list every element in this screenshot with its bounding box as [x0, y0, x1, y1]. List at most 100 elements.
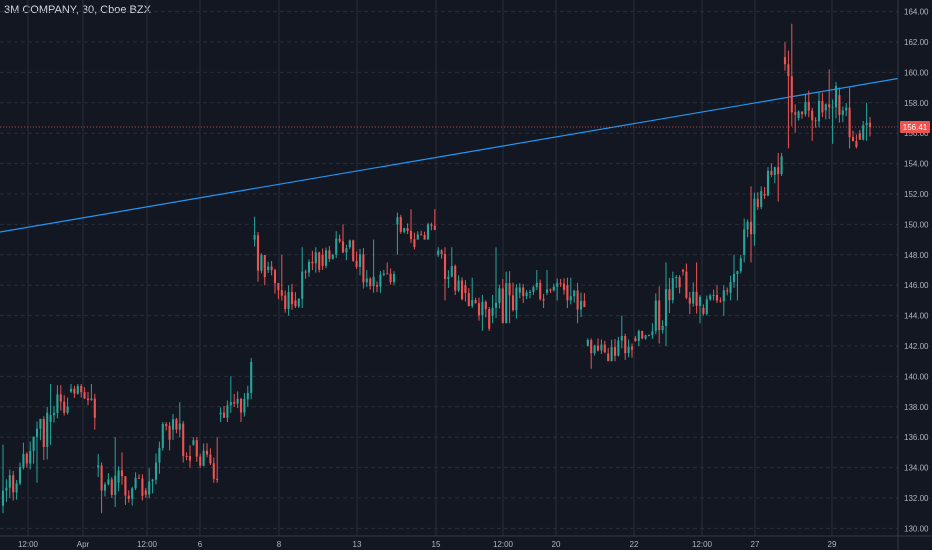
candle-body: [712, 295, 715, 297]
candle-body: [148, 481, 151, 495]
candle-body: [865, 122, 868, 126]
y-tick-label: 142.00: [904, 342, 929, 351]
candle-body: [617, 340, 620, 356]
candle-body: [66, 406, 69, 413]
candle-body: [579, 300, 583, 310]
candle-body: [8, 475, 11, 488]
candle-body: [212, 463, 215, 479]
y-tick-label: 160.00: [904, 68, 929, 77]
candle-body: [307, 261, 311, 273]
time-axis[interactable]: 12:00 Apr 12:00 6 8 13 15 12:00 20 22 12:00 27 29: [0, 535, 932, 549]
candle-body: [168, 425, 171, 440]
candle-body: [457, 280, 460, 291]
candle-body: [715, 295, 719, 301]
candle-body: [114, 475, 117, 495]
candle-body: [607, 353, 610, 362]
x-tick-label: 6: [198, 540, 203, 549]
y-tick-label: 156.00: [904, 129, 929, 138]
candle-body: [59, 394, 62, 402]
candle-body: [471, 300, 474, 306]
candle-body: [331, 254, 334, 259]
candle-body: [610, 347, 613, 362]
candle-body: [219, 412, 222, 415]
candle-body: [338, 238, 341, 242]
y-tick-label: 144.00: [904, 312, 929, 321]
candle-body: [770, 170, 773, 175]
candle-body: [559, 283, 562, 285]
candle-body: [695, 291, 698, 306]
candle-body: [324, 250, 328, 266]
candle-body: [464, 285, 467, 294]
candle-body: [481, 301, 484, 316]
y-tick-label: 130.00: [904, 524, 929, 533]
candle-body: [753, 198, 756, 235]
candle-body: [688, 297, 691, 304]
candle-body: [794, 112, 797, 115]
candle-body: [100, 465, 103, 491]
candle-body: [498, 288, 501, 303]
y-tick-label: 164.00: [904, 8, 929, 17]
candle-body: [576, 290, 579, 310]
candle-body: [86, 398, 90, 401]
candle-body: [661, 325, 664, 331]
y-tick-label: 154.00: [904, 160, 929, 169]
candle-body: [290, 292, 294, 305]
candle-body: [593, 345, 596, 354]
x-tick-label: Apr: [77, 540, 90, 549]
candle-body: [222, 412, 226, 418]
candle-body: [1, 490, 5, 506]
candle-body: [668, 289, 671, 301]
y-tick-label: 138.00: [904, 403, 929, 412]
candle-body: [5, 487, 8, 491]
candle-body: [161, 424, 164, 448]
price-axis[interactable]: 130.00 132.00 134.00 136.00 138.00 140.00 142.…: [897, 0, 929, 550]
candle-body: [382, 273, 385, 275]
candle-body: [726, 290, 729, 292]
candle-body: [375, 285, 379, 287]
candle-body: [702, 308, 705, 314]
candle-body: [154, 462, 158, 480]
candle-body: [52, 412, 56, 416]
candle-body: [192, 440, 195, 445]
candle-body: [447, 276, 450, 280]
candle-body: [426, 224, 430, 240]
candle-body: [314, 252, 317, 264]
candle-body: [685, 271, 688, 298]
candle-body: [355, 260, 358, 267]
candle-body: [491, 307, 494, 316]
last-price-tag: 156.41: [900, 120, 930, 133]
y-tick-label: 146.00: [904, 281, 929, 290]
trendline[interactable]: [0, 77, 899, 233]
x-tick-label: 12:00: [137, 540, 158, 549]
candle-body: [637, 331, 640, 341]
candle-body: [90, 398, 93, 401]
grid: [0, 0, 898, 536]
candle-body: [508, 283, 511, 296]
candle-body: [777, 167, 780, 175]
y-tick-label: 152.00: [904, 190, 929, 199]
candle-body: [515, 287, 518, 311]
candle-body: [32, 436, 35, 451]
candle-body: [25, 453, 28, 464]
candle-body: [341, 241, 345, 253]
candle-body: [586, 340, 589, 346]
candle-body: [352, 240, 355, 261]
y-tick-label: 140.00: [904, 372, 929, 381]
candle-body: [658, 300, 661, 331]
candle-body: [505, 283, 508, 324]
candle-body: [236, 398, 239, 404]
candle-body: [83, 392, 86, 399]
candle-body: [722, 290, 725, 302]
candle-body: [107, 479, 110, 485]
candle-body: [600, 344, 603, 351]
candle-body: [644, 335, 647, 339]
candle-body: [739, 258, 742, 272]
x-tick-label: 15: [432, 540, 441, 549]
candle-body: [304, 271, 307, 273]
candle-body: [855, 141, 858, 148]
candle-body: [845, 107, 848, 111]
candle-body: [749, 221, 753, 235]
x-tick-label: 12:00: [692, 540, 713, 549]
candle-body: [49, 415, 52, 422]
